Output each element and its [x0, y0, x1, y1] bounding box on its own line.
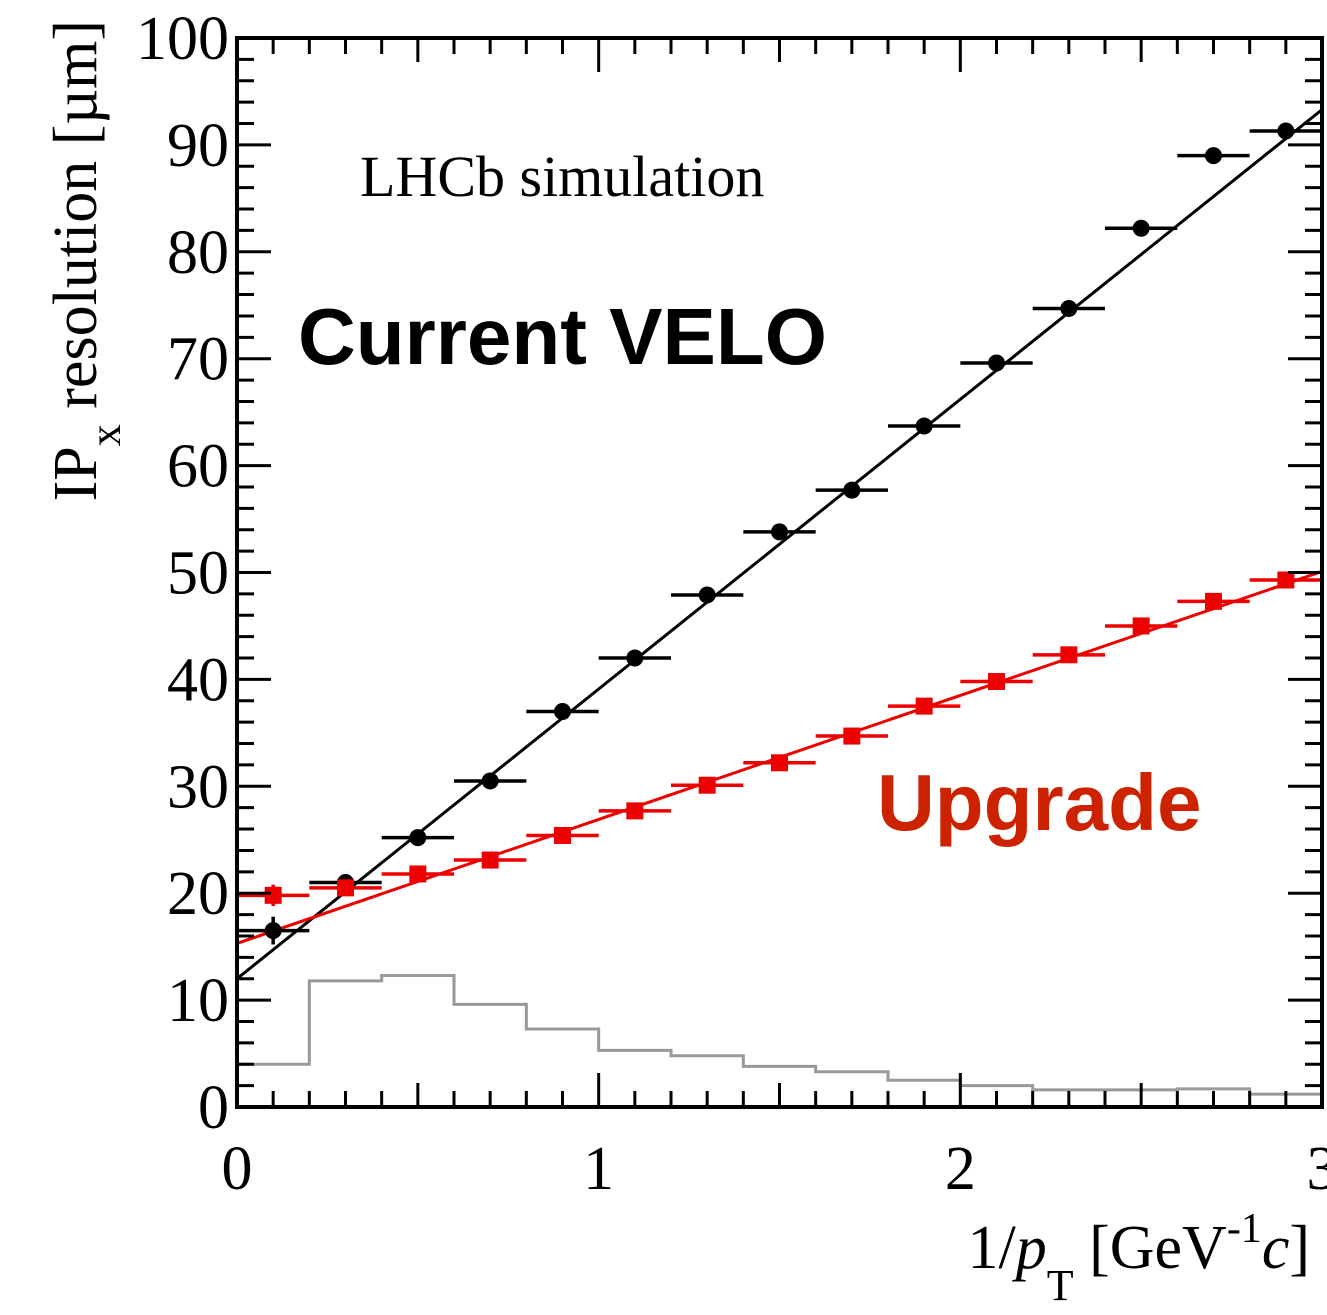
upgrade-marker [264, 886, 282, 904]
current-data-point [1249, 122, 1322, 140]
upgrade-data-point [381, 865, 454, 883]
current-data-point [381, 829, 454, 847]
current-data-point [743, 523, 816, 541]
upgrade-data-point [309, 879, 382, 897]
data-points-layer [237, 122, 1322, 945]
current-data-point [237, 916, 310, 945]
upgrade-marker [626, 802, 644, 820]
upgrade-marker [409, 865, 427, 883]
upgrade-data-point [237, 884, 310, 907]
upgrade-marker [843, 727, 861, 745]
x-axis-title-prefix: 1/ [967, 1214, 1016, 1282]
current-data-point [960, 354, 1033, 372]
upgrade-marker [554, 826, 571, 844]
y-axis-title: IPx resolution [µm] [42, 20, 130, 501]
current-marker [771, 523, 788, 541]
y-axis-title-rest: resolution [µm] [42, 20, 110, 424]
x-tick-label: 2 [945, 1135, 976, 1203]
current-marker [1205, 147, 1222, 165]
upgrade-data-point [598, 802, 671, 820]
upgrade-label: Upgrade [877, 758, 1202, 847]
upgrade-marker [698, 776, 716, 794]
current-marker [1060, 299, 1078, 317]
x-axis-title-units: [GeV [1074, 1214, 1227, 1282]
y-tick-label: 40 [167, 646, 229, 714]
upgrade-marker [481, 851, 499, 869]
upgrade-data-point [671, 776, 744, 794]
current-marker [409, 829, 427, 847]
x-axis-title-close: ] [1289, 1214, 1310, 1282]
y-tick-label: 20 [167, 860, 229, 928]
current-marker [915, 417, 933, 435]
upgrade-data-point [1249, 571, 1322, 589]
current-data-point [671, 586, 744, 604]
y-tick-label: 50 [167, 540, 229, 608]
current-marker [1132, 219, 1150, 237]
x-tick-label: 1 [583, 1135, 614, 1203]
current-data-point [598, 649, 671, 667]
current-fit-line [236, 108, 1323, 980]
x-axis-title-var: p [1012, 1214, 1047, 1282]
x-axis-title: 1/pT [GeV-1c] [967, 1206, 1310, 1310]
upgrade-marker [771, 754, 788, 772]
current-data-point [454, 772, 527, 790]
upgrade-marker [988, 673, 1005, 691]
upgrade-marker [915, 697, 933, 715]
current-data-point [1105, 219, 1178, 237]
current-data-point [888, 417, 961, 435]
x-axis-title-c: c [1262, 1214, 1290, 1282]
x-tick-label: 0 [222, 1135, 253, 1203]
y-tick-label: 0 [198, 1074, 229, 1142]
upgrade-marker [1060, 646, 1078, 664]
upgrade-marker [1132, 617, 1150, 635]
upgrade-data-point [960, 673, 1033, 691]
current-velo-label: Current VELO [298, 292, 827, 381]
x-tick-label: 3 [1307, 1135, 1327, 1203]
y-tick-label: 30 [167, 753, 229, 821]
upgrade-data-point [526, 826, 599, 844]
current-marker [988, 354, 1005, 372]
current-data-point [526, 702, 599, 720]
upgrade-data-point [815, 727, 888, 745]
current-data-point [1177, 147, 1250, 165]
upgrade-data-point [1032, 646, 1105, 664]
upgrade-data-point [454, 851, 527, 869]
upgrade-data-point [743, 754, 816, 772]
upgrade-data-point [888, 697, 961, 715]
current-marker [698, 586, 716, 604]
current-marker [264, 922, 282, 940]
histogram-layer [237, 974, 1322, 1096]
y-tick-label: 80 [167, 219, 229, 287]
fit-lines-layer [236, 108, 1323, 980]
current-marker [481, 772, 499, 790]
upgrade-marker [337, 879, 354, 897]
y-axis-title-sub: x [81, 424, 130, 446]
y-tick-label: 70 [167, 326, 229, 394]
x-axis-title-sub: T [1047, 1261, 1074, 1310]
y-tick-label: 60 [167, 433, 229, 501]
current-marker [1277, 122, 1295, 140]
current-marker [626, 649, 644, 667]
upgrade-data-point [1177, 592, 1250, 610]
track-distribution-histogram [237, 974, 1322, 1096]
y-axis-title-prefix: IP [42, 446, 110, 501]
current-data-point [1032, 299, 1105, 317]
chart-title: LHCb simulation [360, 144, 764, 209]
current-marker [843, 481, 861, 499]
y-tick-label: 90 [167, 112, 229, 180]
upgrade-marker [1277, 571, 1295, 589]
x-axis-title-sup: -1 [1227, 1206, 1262, 1252]
current-data-point [815, 481, 888, 499]
upgrade-marker [1205, 592, 1222, 610]
axes-frame [235, 36, 1324, 1109]
upgrade-data-point [1105, 617, 1178, 635]
y-tick-label: 10 [167, 967, 229, 1035]
current-marker [554, 702, 571, 720]
y-tick-label: 100 [136, 5, 229, 73]
